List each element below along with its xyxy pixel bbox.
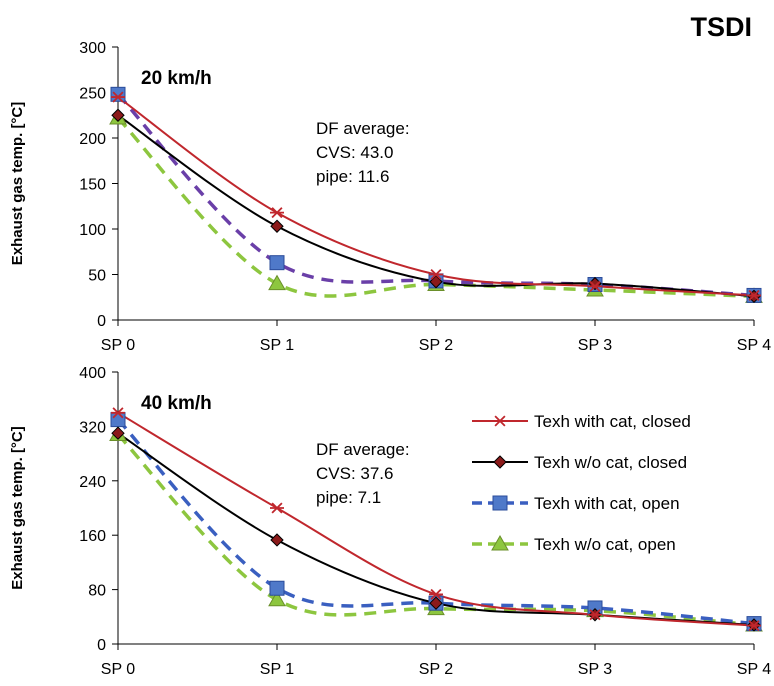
data-point [747,289,761,301]
x-tick-label: SP 3 [578,337,613,354]
y-tick-label: 100 [79,222,106,239]
df-annotation-line: DF average: [316,119,410,138]
series-line [117,96,755,297]
data-point [429,275,443,289]
y-tick-label: 0 [97,313,106,330]
legend-marker [492,495,508,511]
legend-marker [491,534,509,551]
df-annotation-line: CVS: 37.6 [316,464,394,483]
y-tick-label: 320 [79,419,106,436]
df-annotation-line: CVS: 43.0 [316,143,394,162]
legend-label: Texh with cat, closed [534,412,691,431]
legend-marker [493,455,507,469]
legend-label: Texh w/o cat, closed [534,453,687,472]
y-tick-label: 0 [97,637,106,654]
data-point [269,580,285,596]
data-point [588,280,602,292]
y-tick-label: 160 [79,528,106,545]
y-tick-label: 300 [79,40,106,57]
panel-20kmh: 0 50 100 150 200 250 300 SP 0 SP 1 SP 2 SP 3 SP 4 Ex… [9,40,771,354]
x-tick-label: SP 1 [260,661,295,678]
data-point [110,412,126,428]
data-point [110,86,126,102]
data-point [270,207,284,219]
series-line [116,418,755,626]
data-point [269,255,285,271]
y-tick-label: 250 [79,86,106,103]
y-tick-label: 240 [79,474,106,491]
x-tick-label: SP 2 [419,661,454,678]
x-tick-label: SP 1 [260,337,295,354]
y-axis-label: Exhaust gas temp. [°C] [9,102,26,266]
data-point [111,108,125,122]
data-point [268,590,286,607]
x-tick-label: SP 2 [419,337,454,354]
data-point [429,268,443,281]
legend-label: Texh with cat, open [534,494,680,513]
x-tick-label: SP 4 [737,337,772,354]
panel-label: 40 km/h [141,393,212,414]
legend-label: Texh w/o cat, open [534,535,676,554]
y-tick-label: 50 [88,268,106,285]
data-point [111,407,125,419]
y-tick-label: 150 [79,177,106,194]
data-point [270,533,284,547]
panel-label: 20 km/h [141,68,212,89]
panel-40kmh: 0 80 160 240 320 400 SP 0 SP 1 SP 2 SP 3 SP 4 Exhau… [9,365,771,678]
x-tick-label: SP 0 [101,337,136,354]
series-line [116,433,755,627]
df-annotation-line: pipe: 7.1 [316,488,381,507]
x-tick-label: SP 4 [737,661,772,678]
data-point [429,588,443,600]
df-annotation-line: pipe: 11.6 [316,167,389,186]
data-point [588,609,602,621]
legend: Texh with cat, closed Texh w/o cat, close… [472,412,691,554]
data-point [747,620,761,632]
data-point [111,426,125,440]
data-point [270,219,284,233]
y-tick-label: 80 [88,583,106,600]
series-line [116,93,755,298]
y-axis-label: Exhaust gas temp. [°C] [9,426,26,590]
series-line [116,116,755,299]
x-tick-label: SP 0 [101,661,136,678]
data-point [111,91,125,103]
y-tick-label: 200 [79,131,106,148]
data-point [268,274,286,291]
data-point [429,596,443,610]
df-annotation-line: DF average: [316,440,410,459]
chart-title: TSDI [690,12,752,42]
legend-marker [493,415,507,427]
x-tick-label: SP 3 [578,661,613,678]
y-tick-label: 400 [79,365,106,382]
data-point [270,502,284,514]
